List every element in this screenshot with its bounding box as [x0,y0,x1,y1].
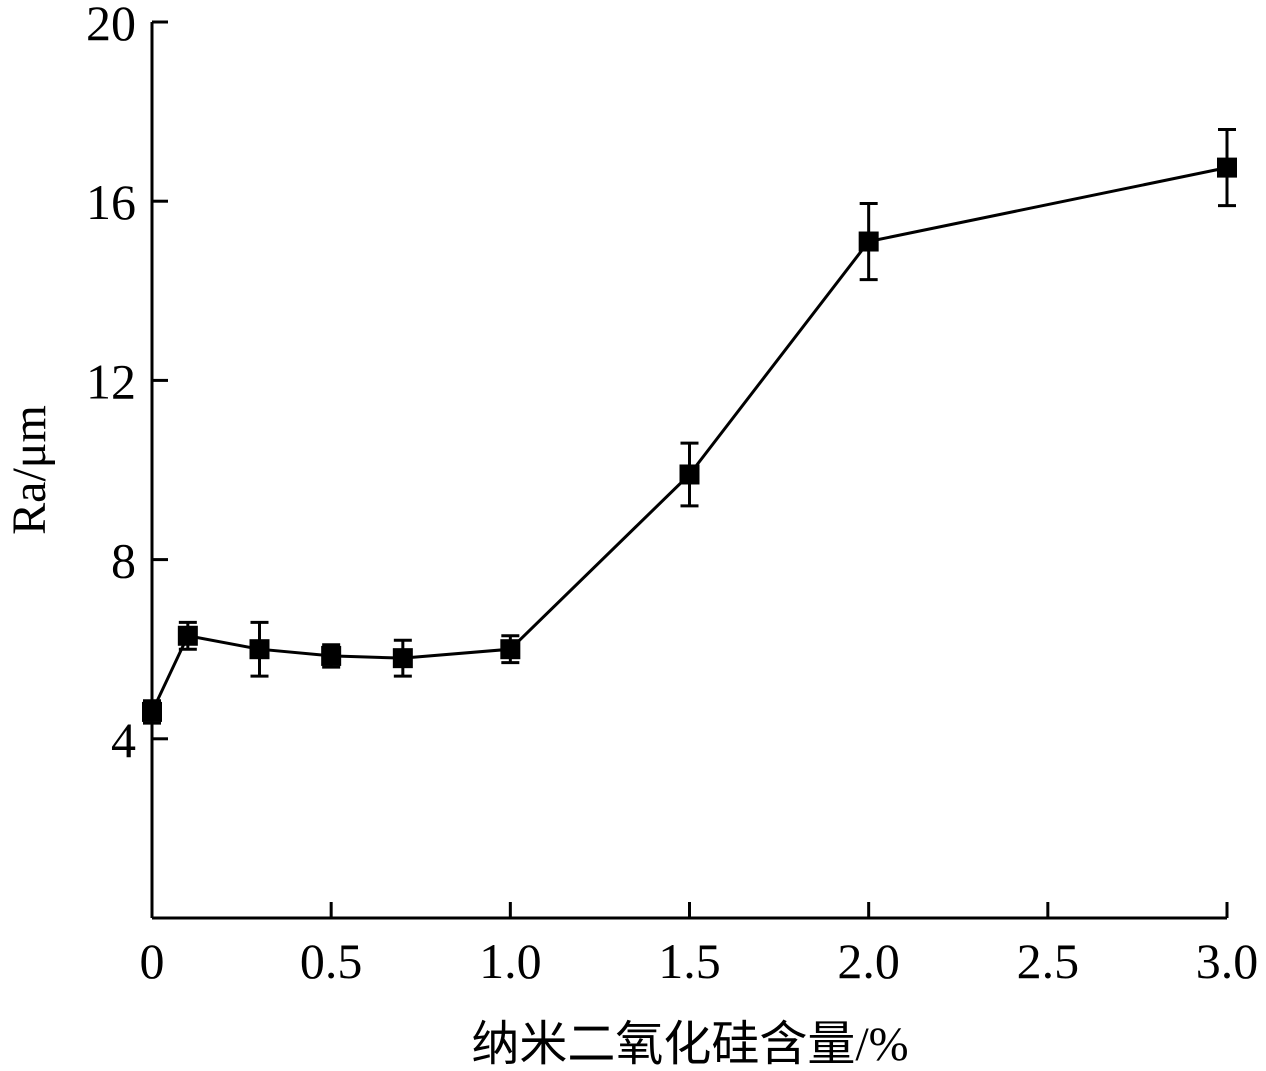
data-point [142,701,162,722]
data-point [679,464,700,485]
x-tick-label: 0.5 [300,933,363,989]
series-line [150,166,1228,713]
data-point [858,231,879,252]
x-tick-label: 2.5 [1017,933,1080,989]
y-tick-label: 12 [86,353,136,409]
x-tick-label: 1.5 [658,933,721,989]
y-tick-label: 4 [111,712,136,768]
series-group [142,128,1237,725]
y-tick-label: 20 [86,0,136,51]
data-point [500,639,521,660]
data-point [177,625,198,646]
y-axis-title: Ra/μm [3,405,56,535]
data-point [1217,157,1237,178]
data-point [392,648,413,669]
x-axis-title: 纳米二氧化硅含量/% [471,1018,908,1071]
x-tick-label: 2.0 [837,933,900,989]
x-tick-label: 0 [140,933,165,989]
data-point [321,645,342,666]
y-tick-label: 8 [111,533,136,589]
data-point [249,639,270,660]
y-tick-label: 16 [86,174,136,230]
x-tick-label: 3.0 [1196,933,1259,989]
tick-labels: 0 0.5 1.0 1.5 2.0 2.5 3.0 4 8 12 16 20 [86,0,1258,989]
x-tick-label: 1.0 [479,933,542,989]
ticks [150,20,1229,918]
